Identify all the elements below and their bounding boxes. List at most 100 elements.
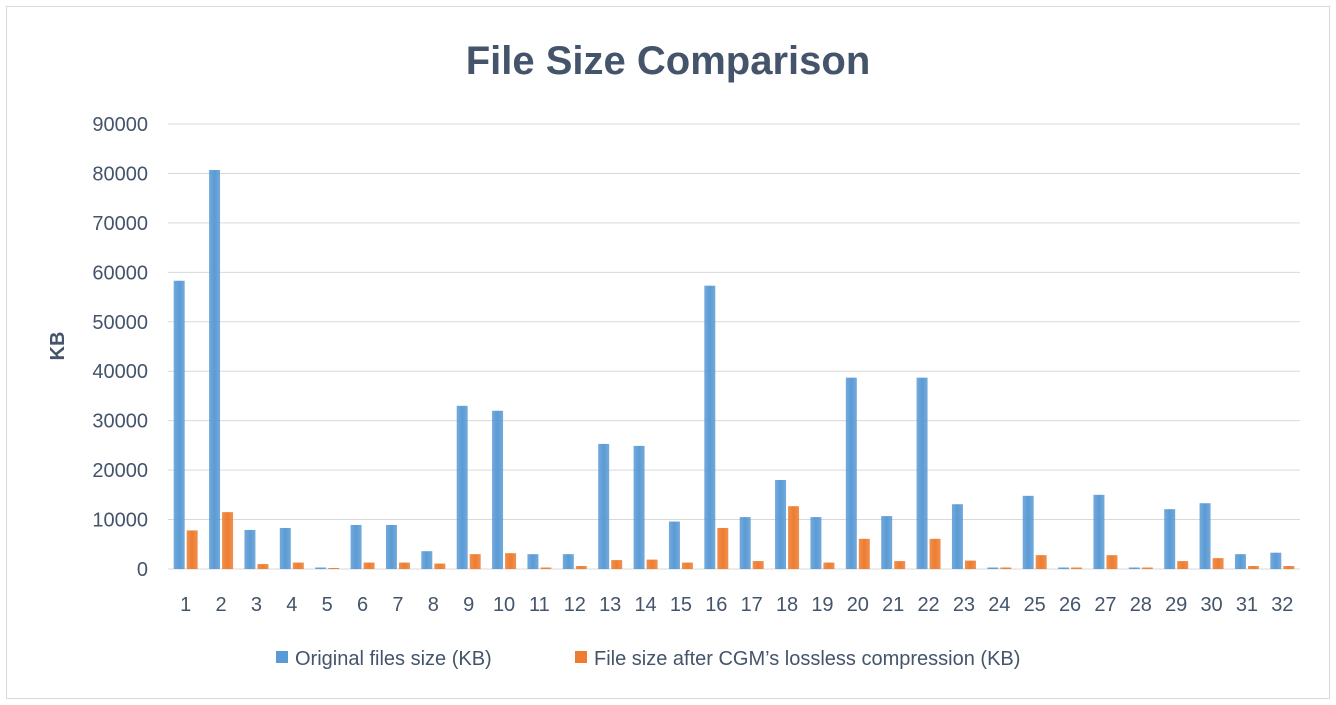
bar-compressed-16 — [717, 527, 729, 569]
bar-original-6 — [350, 524, 362, 569]
bar-original-28 — [1128, 567, 1140, 569]
y-tick-label: 60000 — [92, 262, 148, 284]
bar-compressed-27 — [1106, 555, 1118, 569]
legend: Original files size (KB) File size after … — [276, 648, 1020, 670]
bar-compressed-15 — [681, 562, 693, 569]
bar-original-2 — [209, 169, 221, 569]
x-tick-label: 20 — [847, 594, 869, 616]
bar-original-32 — [1270, 552, 1282, 569]
bar-compressed-14 — [646, 559, 658, 569]
bar-original-16 — [704, 285, 716, 569]
x-tick-label: 21 — [882, 594, 904, 616]
x-tick-label: 13 — [599, 594, 621, 616]
bar-compressed-5 — [328, 568, 340, 569]
bar-original-1 — [173, 280, 185, 569]
y-axis-label: KB — [47, 332, 69, 361]
bar-compressed-19 — [823, 562, 835, 569]
bar-compressed-18 — [788, 506, 800, 569]
bar-compressed-24 — [1000, 567, 1012, 569]
x-tick-label: 14 — [634, 594, 656, 616]
x-tick-label: 8 — [428, 594, 439, 616]
y-tick-labels: 0 10000 20000 30000 40000 50000 60000 70000 8000… — [92, 114, 148, 581]
x-tick-label: 27 — [1094, 594, 1116, 616]
x-tick-label: 30 — [1200, 594, 1222, 616]
bar-compressed-26 — [1071, 567, 1083, 569]
bar-compressed-11 — [540, 567, 552, 569]
bar-compressed-29 — [1177, 561, 1189, 569]
x-tick-label: 31 — [1236, 594, 1258, 616]
bar-original-20 — [845, 377, 857, 569]
legend-label-0: Original files size (KB) — [295, 648, 492, 670]
bar-original-12 — [562, 554, 574, 569]
x-tick-label: 5 — [322, 594, 333, 616]
bar-compressed-23 — [964, 560, 976, 569]
bar-compressed-12 — [575, 566, 587, 569]
bar-compressed-4 — [292, 562, 304, 569]
y-tick-label: 70000 — [92, 213, 148, 235]
bar-original-7 — [385, 524, 397, 569]
x-tick-label: 26 — [1059, 594, 1081, 616]
x-tick-label: 18 — [776, 594, 798, 616]
bar-original-27 — [1093, 494, 1105, 569]
x-tick-label: 28 — [1130, 594, 1152, 616]
x-tick-label: 10 — [493, 594, 515, 616]
x-tick-label: 12 — [564, 594, 586, 616]
bar-original-23 — [951, 504, 963, 569]
bar-original-11 — [527, 554, 539, 569]
bar-compressed-30 — [1212, 558, 1224, 569]
bar-compressed-6 — [363, 562, 375, 569]
bar-original-13 — [598, 443, 610, 569]
x-tick-label: 25 — [1024, 594, 1046, 616]
y-tick-label: 80000 — [92, 163, 148, 185]
bar-compressed-8 — [434, 563, 446, 569]
x-tick-label: 15 — [670, 594, 692, 616]
bar-original-19 — [810, 517, 822, 569]
x-tick-label: 3 — [251, 594, 262, 616]
bar-original-5 — [315, 567, 327, 569]
x-tick-label: 29 — [1165, 594, 1187, 616]
bar-compressed-3 — [257, 564, 269, 569]
bar-compressed-22 — [929, 538, 941, 569]
bar-original-15 — [668, 521, 680, 569]
x-tick-labels: 1 2 3 4 5 6 7 8 9 10 11 12 13 14 15 16 17 18 19 20 21 22 23 24 2… — [180, 594, 1293, 616]
x-tick-label: 16 — [705, 594, 727, 616]
bar-compressed-10 — [505, 553, 517, 569]
bar-original-4 — [279, 527, 291, 569]
bar-compressed-21 — [894, 561, 906, 569]
bar-original-8 — [421, 551, 433, 569]
x-tick-label: 19 — [811, 594, 833, 616]
x-tick-label: 4 — [286, 594, 297, 616]
legend-swatch-1 — [575, 651, 587, 663]
bar-compressed-32 — [1283, 566, 1295, 569]
bar-original-17 — [739, 517, 751, 569]
chart-frame — [6, 6, 1330, 699]
bar-compressed-17 — [752, 561, 764, 569]
bar-original-14 — [633, 445, 645, 569]
y-tick-label: 0 — [137, 559, 148, 581]
x-tick-label: 2 — [216, 594, 227, 616]
bar-compressed-13 — [611, 560, 623, 569]
x-tick-label: 17 — [741, 594, 763, 616]
y-tick-label: 30000 — [92, 411, 148, 433]
bar-original-22 — [916, 377, 928, 569]
x-tick-label: 1 — [180, 594, 191, 616]
bar-compressed-31 — [1247, 566, 1259, 569]
bar-compressed-7 — [398, 562, 410, 569]
bar-original-31 — [1234, 554, 1246, 569]
bar-original-30 — [1199, 503, 1211, 569]
bar-original-29 — [1164, 509, 1176, 569]
y-tick-label: 40000 — [92, 361, 148, 383]
y-tick-label: 10000 — [92, 510, 148, 532]
bar-original-9 — [456, 405, 468, 569]
bar-compressed-9 — [469, 554, 481, 569]
bar-compressed-28 — [1141, 567, 1153, 569]
legend-swatch-0 — [276, 651, 288, 663]
x-tick-label: 22 — [917, 594, 939, 616]
y-tick-label: 50000 — [92, 312, 148, 334]
x-tick-label: 24 — [988, 594, 1010, 616]
x-tick-label: 11 — [529, 594, 550, 616]
gridlines — [168, 123, 1300, 570]
bar-original-10 — [492, 410, 504, 569]
x-tick-label: 32 — [1271, 594, 1293, 616]
